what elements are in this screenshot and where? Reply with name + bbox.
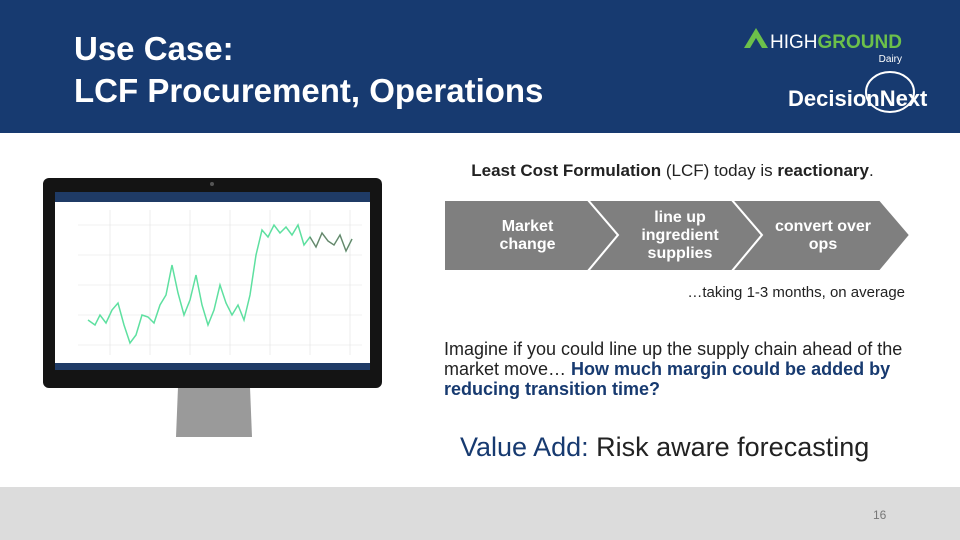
- header-band: [0, 0, 960, 133]
- value-add: Value Add: Risk aware forecasting: [460, 432, 869, 463]
- footer-band: [0, 487, 960, 540]
- value-add-label: Value Add:: [460, 432, 589, 462]
- screen-footer: [55, 363, 370, 370]
- process-note: …taking 1-3 months, on average: [687, 284, 905, 301]
- screen-grid: [78, 210, 362, 355]
- logo-high: HIGH: [770, 32, 818, 53]
- intro: Least Cost Formulation (LCF) today is re…: [420, 161, 925, 181]
- logo-ground: GROUND: [818, 32, 902, 53]
- body-text: Imagine if you could line up the supply …: [444, 339, 914, 399]
- screen: [55, 192, 370, 370]
- value-add-text: Risk aware forecasting: [596, 432, 870, 462]
- intro-end: .: [869, 161, 874, 180]
- screen-bar: [55, 192, 370, 202]
- logo-text: HIGHGROUND: [770, 32, 902, 53]
- logo-swoosh: [865, 71, 915, 113]
- monitor: [43, 178, 382, 437]
- process-step: Market change: [499, 217, 556, 253]
- process-chevrons: [443, 199, 912, 272]
- logo-decisionnext: DecisionNext: [788, 86, 928, 111]
- chevron: [729, 199, 912, 272]
- logos: HIGHGROUND Dairy DecisionNext: [744, 28, 928, 113]
- process-step: line up ingredient supplies: [641, 208, 719, 262]
- process-step: convert over ops: [774, 217, 872, 253]
- monitor-stand: [176, 387, 252, 437]
- intro-term: Least Cost Formulation: [471, 161, 662, 180]
- intro-text: (LCF) today is: [665, 161, 773, 180]
- camera: [210, 182, 214, 186]
- logo-mark: [750, 38, 762, 48]
- body-highlight: How much margin could be added by reduci…: [444, 359, 891, 399]
- page-number: 16: [873, 508, 887, 522]
- body-plain: Imagine if you could line up the supply …: [444, 339, 903, 379]
- logo-sub: Dairy: [879, 54, 902, 65]
- intro-emphasis: reactionary: [777, 161, 869, 180]
- title-line: Use Case:: [74, 30, 234, 67]
- title-line: LCF Procurement, Operations: [74, 72, 544, 109]
